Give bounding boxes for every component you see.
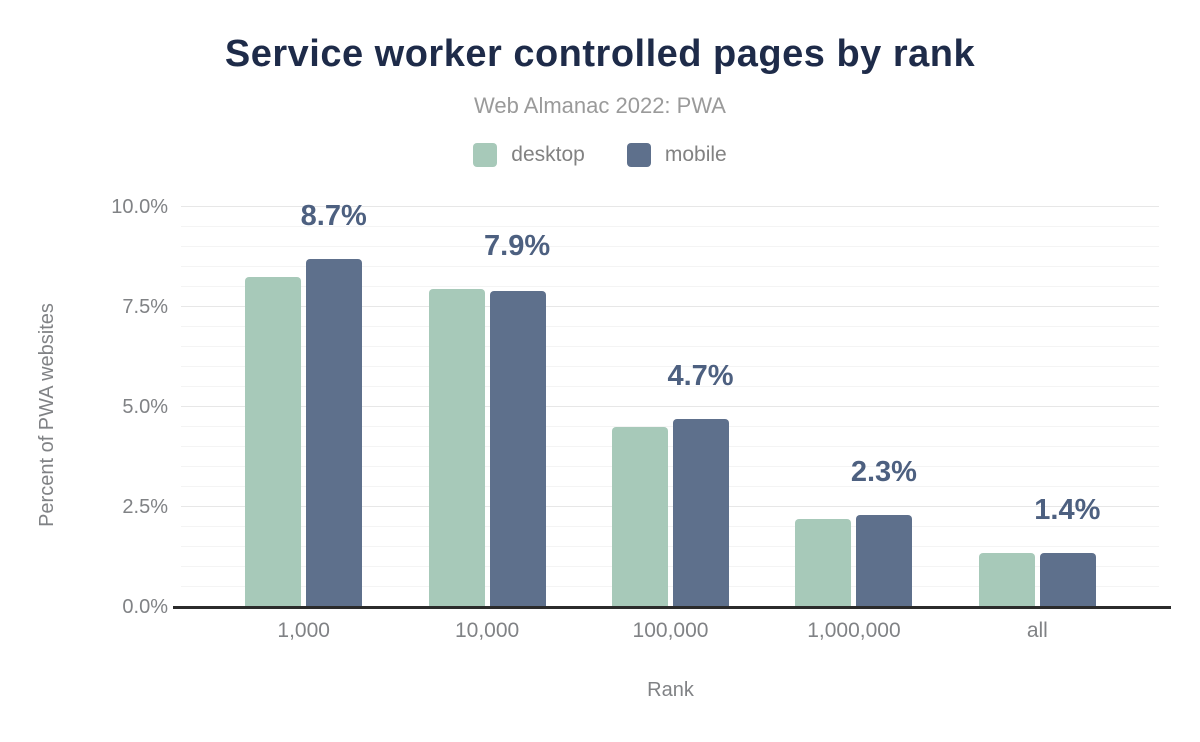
bar-desktop-1-000-000 [795, 519, 852, 607]
x-axis-title: Rank [647, 679, 694, 701]
gridline-minor [181, 226, 1159, 227]
x-ticks: 1,000 10,000 100,000 1,000,000 all [212, 619, 1129, 643]
gridline-minor [181, 366, 1159, 367]
bar-group-1-000-000: 2.3% [762, 207, 945, 607]
y-tick-7-5: 7.5% [122, 296, 168, 318]
bar-value-label-all: 1.4% [1034, 494, 1101, 526]
legend-swatch-mobile [626, 143, 651, 167]
y-tick-5-0: 5.0% [122, 396, 168, 418]
gridline-major [181, 506, 1159, 507]
bar-desktop-100-000 [612, 427, 669, 607]
legend-label-mobile: mobile [664, 143, 727, 166]
gridline-minor [181, 486, 1159, 487]
y-tick-2-5: 2.5% [122, 496, 168, 518]
bar-value-label-1-000-000: 2.3% [850, 456, 917, 488]
y-tick-0-0: 0.0% [122, 596, 168, 618]
bar-group-1-000: 8.7% [212, 202, 395, 607]
chart-title: Service worker controlled pages by rank [224, 33, 976, 75]
gridline-minor [181, 526, 1159, 527]
gridline-minor [181, 466, 1159, 467]
x-tick-1-000-000: 1,000,000 [807, 619, 901, 642]
x-axis-line [173, 606, 1171, 609]
gridline-major [181, 206, 1159, 207]
legend-swatch-desktop [473, 143, 498, 167]
bar-value-label-10-000: 7.9% [484, 230, 551, 262]
bar-mobile-100-000 [673, 419, 730, 607]
gridline-minor [181, 446, 1159, 447]
x-tick-10-000: 10,000 [454, 619, 520, 642]
x-tick-all: all [1026, 619, 1048, 642]
legend: desktop mobile [0, 141, 1200, 169]
gridline-minor [181, 326, 1159, 327]
legend-item-mobile: mobile [626, 143, 727, 167]
gridline-minor [181, 246, 1159, 247]
y-tick-10-0: 10.0% [111, 196, 168, 218]
gridline-major [181, 306, 1159, 307]
bar-mobile-10-000 [489, 291, 546, 607]
gridline-minor [181, 586, 1159, 587]
gridline-minor [181, 546, 1159, 547]
legend-label-desktop: desktop [511, 143, 585, 166]
gridline-major [181, 406, 1159, 407]
bar-group-10-000: 7.9% [395, 207, 578, 607]
bar-mobile-all [1039, 553, 1096, 607]
gridline-minor [181, 566, 1159, 567]
chart-subtitle: Web Almanac 2022: PWA [474, 93, 726, 118]
bar-desktop-all [978, 553, 1035, 607]
legend-item-desktop: desktop [473, 143, 585, 167]
bar-group-100-000: 4.7% [579, 207, 762, 607]
x-tick-100-000: 100,000 [632, 619, 709, 642]
plot-area: 8.7% 7.9% 4.7% 2.3% 1.4% 1,000 10,000 100,000 1… [173, 202, 1171, 642]
gridline-minor [181, 386, 1159, 387]
bar-mobile-1-000-000 [856, 515, 913, 607]
gridline-minor [181, 266, 1159, 267]
bar-desktop-1-000 [245, 277, 302, 607]
bar-mobile-1-000 [306, 259, 363, 607]
bar-value-label-1-000: 8.7% [300, 200, 367, 232]
x-tick-1-000: 1,000 [277, 619, 330, 642]
bars-row: 8.7% 7.9% 4.7% 2.3% 1.4% [212, 202, 1129, 607]
gridline-minor [181, 286, 1159, 287]
bar-desktop-10-000 [428, 289, 485, 607]
gridline-minor [181, 426, 1159, 427]
bar-value-label-100-000: 4.7% [667, 360, 734, 392]
bar-group-all: 1.4% [946, 207, 1129, 607]
gridline-minor [181, 346, 1159, 347]
